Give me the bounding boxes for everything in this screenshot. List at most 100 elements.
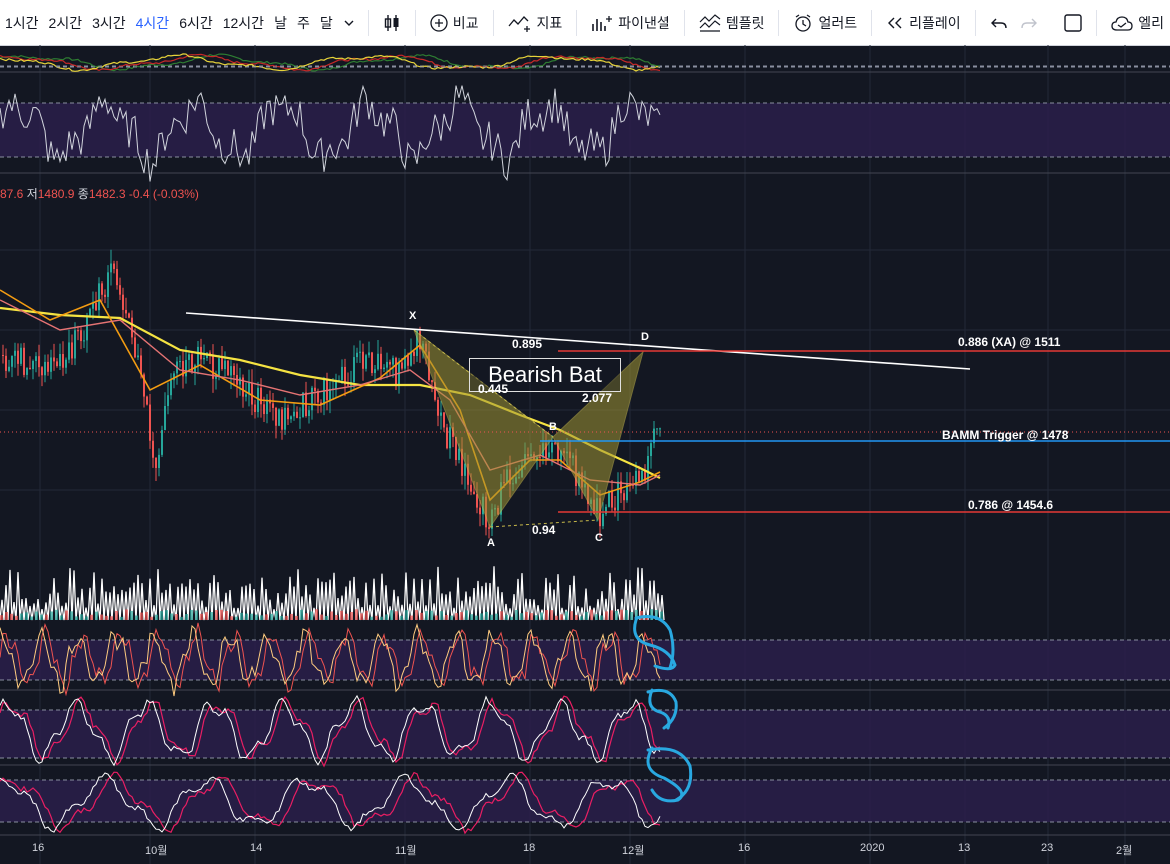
chart-canvas[interactable] [0, 45, 1170, 864]
volume-bar [270, 613, 273, 620]
candle-body [377, 353, 379, 370]
candle-body [347, 384, 349, 386]
candle-body [473, 491, 475, 495]
volume-bar [145, 611, 148, 620]
pattern-bcd [552, 350, 644, 522]
volume-bar [380, 616, 383, 620]
candle-body [191, 354, 193, 372]
volume-bar [460, 612, 463, 620]
tf-6h[interactable]: 6시간 [179, 14, 213, 31]
redo-icon [1020, 18, 1037, 28]
volume-bar [280, 615, 283, 620]
volume-bar [10, 613, 13, 620]
alert-button[interactable]: 얼러트 [787, 13, 863, 33]
volume-bar [30, 616, 33, 620]
pattern-diag [413, 329, 554, 438]
volume-bar [365, 610, 368, 620]
candle-body [323, 379, 325, 405]
volume-bar [625, 610, 628, 620]
candle-body [404, 355, 406, 369]
cloud-save-button[interactable]: 엘리 [1105, 13, 1170, 33]
candle-body [104, 294, 106, 297]
candle-body [335, 381, 337, 389]
replay-button[interactable]: 리플레이 [880, 13, 967, 33]
volume-bar [230, 616, 233, 620]
templates-icon [699, 13, 721, 32]
tf-day[interactable]: 날 [274, 14, 287, 31]
candle-body [215, 375, 217, 379]
undo-icon [990, 18, 1007, 28]
volume-bar [480, 613, 483, 620]
undo-button[interactable] [984, 16, 1014, 30]
volume-bar [395, 611, 398, 620]
x-tick: 11월 [395, 845, 417, 857]
pine-button[interactable]: 파이낸셜 [585, 13, 676, 33]
close-value: 1482.3 [88, 187, 126, 201]
candle-body [92, 302, 94, 309]
volume-bar [335, 614, 338, 620]
candle-body [44, 361, 46, 376]
oscillator-line [0, 622, 661, 697]
top-toolbar: 1시간 2시간 3시간 4시간 6시간 12시간 날 주 달 비교 지표 파이낸… [0, 0, 1170, 46]
volume-bar [155, 614, 158, 620]
candle-body [23, 347, 25, 375]
oscillator-line [0, 695, 661, 768]
volume-bar [610, 610, 613, 620]
candle-body [131, 317, 133, 338]
volume-bar [115, 610, 118, 620]
candle-body [461, 448, 463, 476]
x-tick: 13 [958, 842, 971, 854]
tf-2h[interactable]: 2시간 [48, 14, 83, 31]
trend-line [185, 312, 971, 370]
indicators-button[interactable]: 지표 [502, 13, 569, 33]
candle-body [137, 355, 139, 358]
volume-bar [25, 612, 28, 620]
volume-bar [235, 616, 238, 620]
fullscreen-button[interactable] [1058, 13, 1088, 32]
tf-3h[interactable]: 3시간 [92, 14, 126, 31]
candle-body [2, 355, 4, 356]
indicator-panels [0, 53, 1170, 836]
pattern-title[interactable]: Bearish Bat [469, 358, 621, 392]
volume-bar [265, 614, 268, 620]
tf-12h[interactable]: 12시간 [222, 14, 265, 31]
candle-body [374, 369, 376, 373]
candle-body [551, 442, 553, 453]
tf-4h[interactable]: 4시간 [135, 14, 170, 31]
tf-month[interactable]: 달 [319, 14, 333, 31]
templates-button[interactable]: 템플릿 [693, 13, 771, 33]
candle-body [212, 355, 214, 379]
candle-body [365, 355, 367, 369]
candle-body [287, 407, 289, 420]
panel-band [0, 780, 1170, 822]
candle-body [449, 427, 451, 449]
templates-label: 템플릿 [725, 14, 765, 31]
volume-bar [620, 609, 623, 620]
volume-bar [600, 615, 603, 620]
volume-bar [210, 612, 213, 620]
volume-bar [205, 612, 208, 620]
ratio-ac-label: 0.94 [532, 523, 556, 537]
volume-bar [80, 614, 83, 620]
change-value: -0.4 (-0.03%) [128, 187, 199, 201]
pine-label: 파이낸셜 [618, 14, 670, 31]
volume-bar [275, 611, 278, 620]
volume-bar [635, 609, 638, 620]
redo-button[interactable] [1014, 16, 1044, 30]
compare-button[interactable]: 비교 [424, 13, 485, 33]
tf-1h[interactable]: 1시간 [5, 14, 39, 31]
hand-drawn-marker [646, 746, 684, 803]
chart-style-button[interactable] [377, 13, 407, 33]
candle-body [239, 377, 241, 385]
tf-week[interactable]: 주 [296, 14, 310, 31]
oscillator-line [0, 84, 661, 182]
candle-body [539, 457, 541, 459]
timeframe-dropdown-button[interactable] [338, 18, 360, 28]
candle-body [266, 399, 268, 415]
hand-drawn-marker [634, 615, 675, 670]
candle-body [152, 440, 154, 458]
volume-bar [350, 611, 353, 620]
volume-bar [595, 614, 598, 620]
candle-body [128, 313, 130, 318]
candle-body [71, 342, 73, 359]
